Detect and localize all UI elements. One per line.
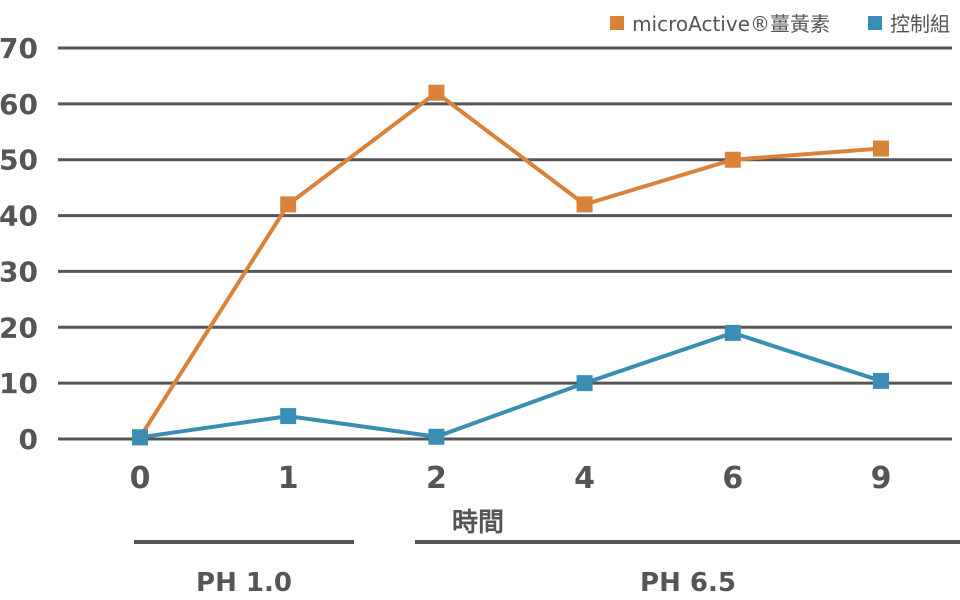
legend-swatch — [868, 15, 882, 30]
y-tick-label: 50 — [0, 144, 38, 177]
x-tick-label: 9 — [871, 461, 892, 496]
x-tick-label: 2 — [426, 461, 447, 496]
legend-item: 控制組 — [868, 8, 950, 37]
y-tick-label: 0 — [19, 423, 38, 456]
phase-label: PH 1.0 — [196, 568, 292, 598]
x-axis-title: 時間 — [452, 508, 504, 538]
series-line — [139, 330, 882, 440]
legend-item: microActive®薑黃素 — [610, 8, 830, 37]
legend-label: microActive®薑黃素 — [632, 12, 830, 36]
data-point — [724, 151, 741, 168]
y-tick-label: 60 — [0, 88, 38, 121]
x-tick-label: 1 — [278, 461, 299, 496]
x-tick-label: 0 — [130, 461, 151, 496]
legend-swatch — [610, 15, 625, 30]
data-point — [132, 429, 148, 446]
phase-label: PH 6.5 — [640, 568, 736, 598]
y-tick-label: 10 — [0, 367, 38, 400]
y-tick-label: 20 — [0, 311, 38, 344]
data-point — [280, 196, 297, 213]
data-point — [576, 196, 593, 213]
data-point — [576, 375, 593, 392]
series-line — [138, 90, 882, 439]
data-point — [873, 140, 889, 157]
legend: microActive®薑黃素 控制組 — [610, 8, 950, 37]
x-tick-label: 4 — [574, 461, 595, 496]
legend-label: 控制組 — [890, 12, 950, 36]
y-tick-label: 70 — [0, 32, 38, 65]
y-tick-label: 40 — [0, 200, 38, 233]
data-point — [428, 84, 445, 101]
data-point — [280, 408, 297, 425]
data-point — [724, 324, 741, 341]
data-point — [873, 372, 889, 389]
y-tick-label: 30 — [0, 255, 38, 288]
data-point — [428, 428, 445, 445]
x-tick-label: 6 — [722, 461, 743, 496]
